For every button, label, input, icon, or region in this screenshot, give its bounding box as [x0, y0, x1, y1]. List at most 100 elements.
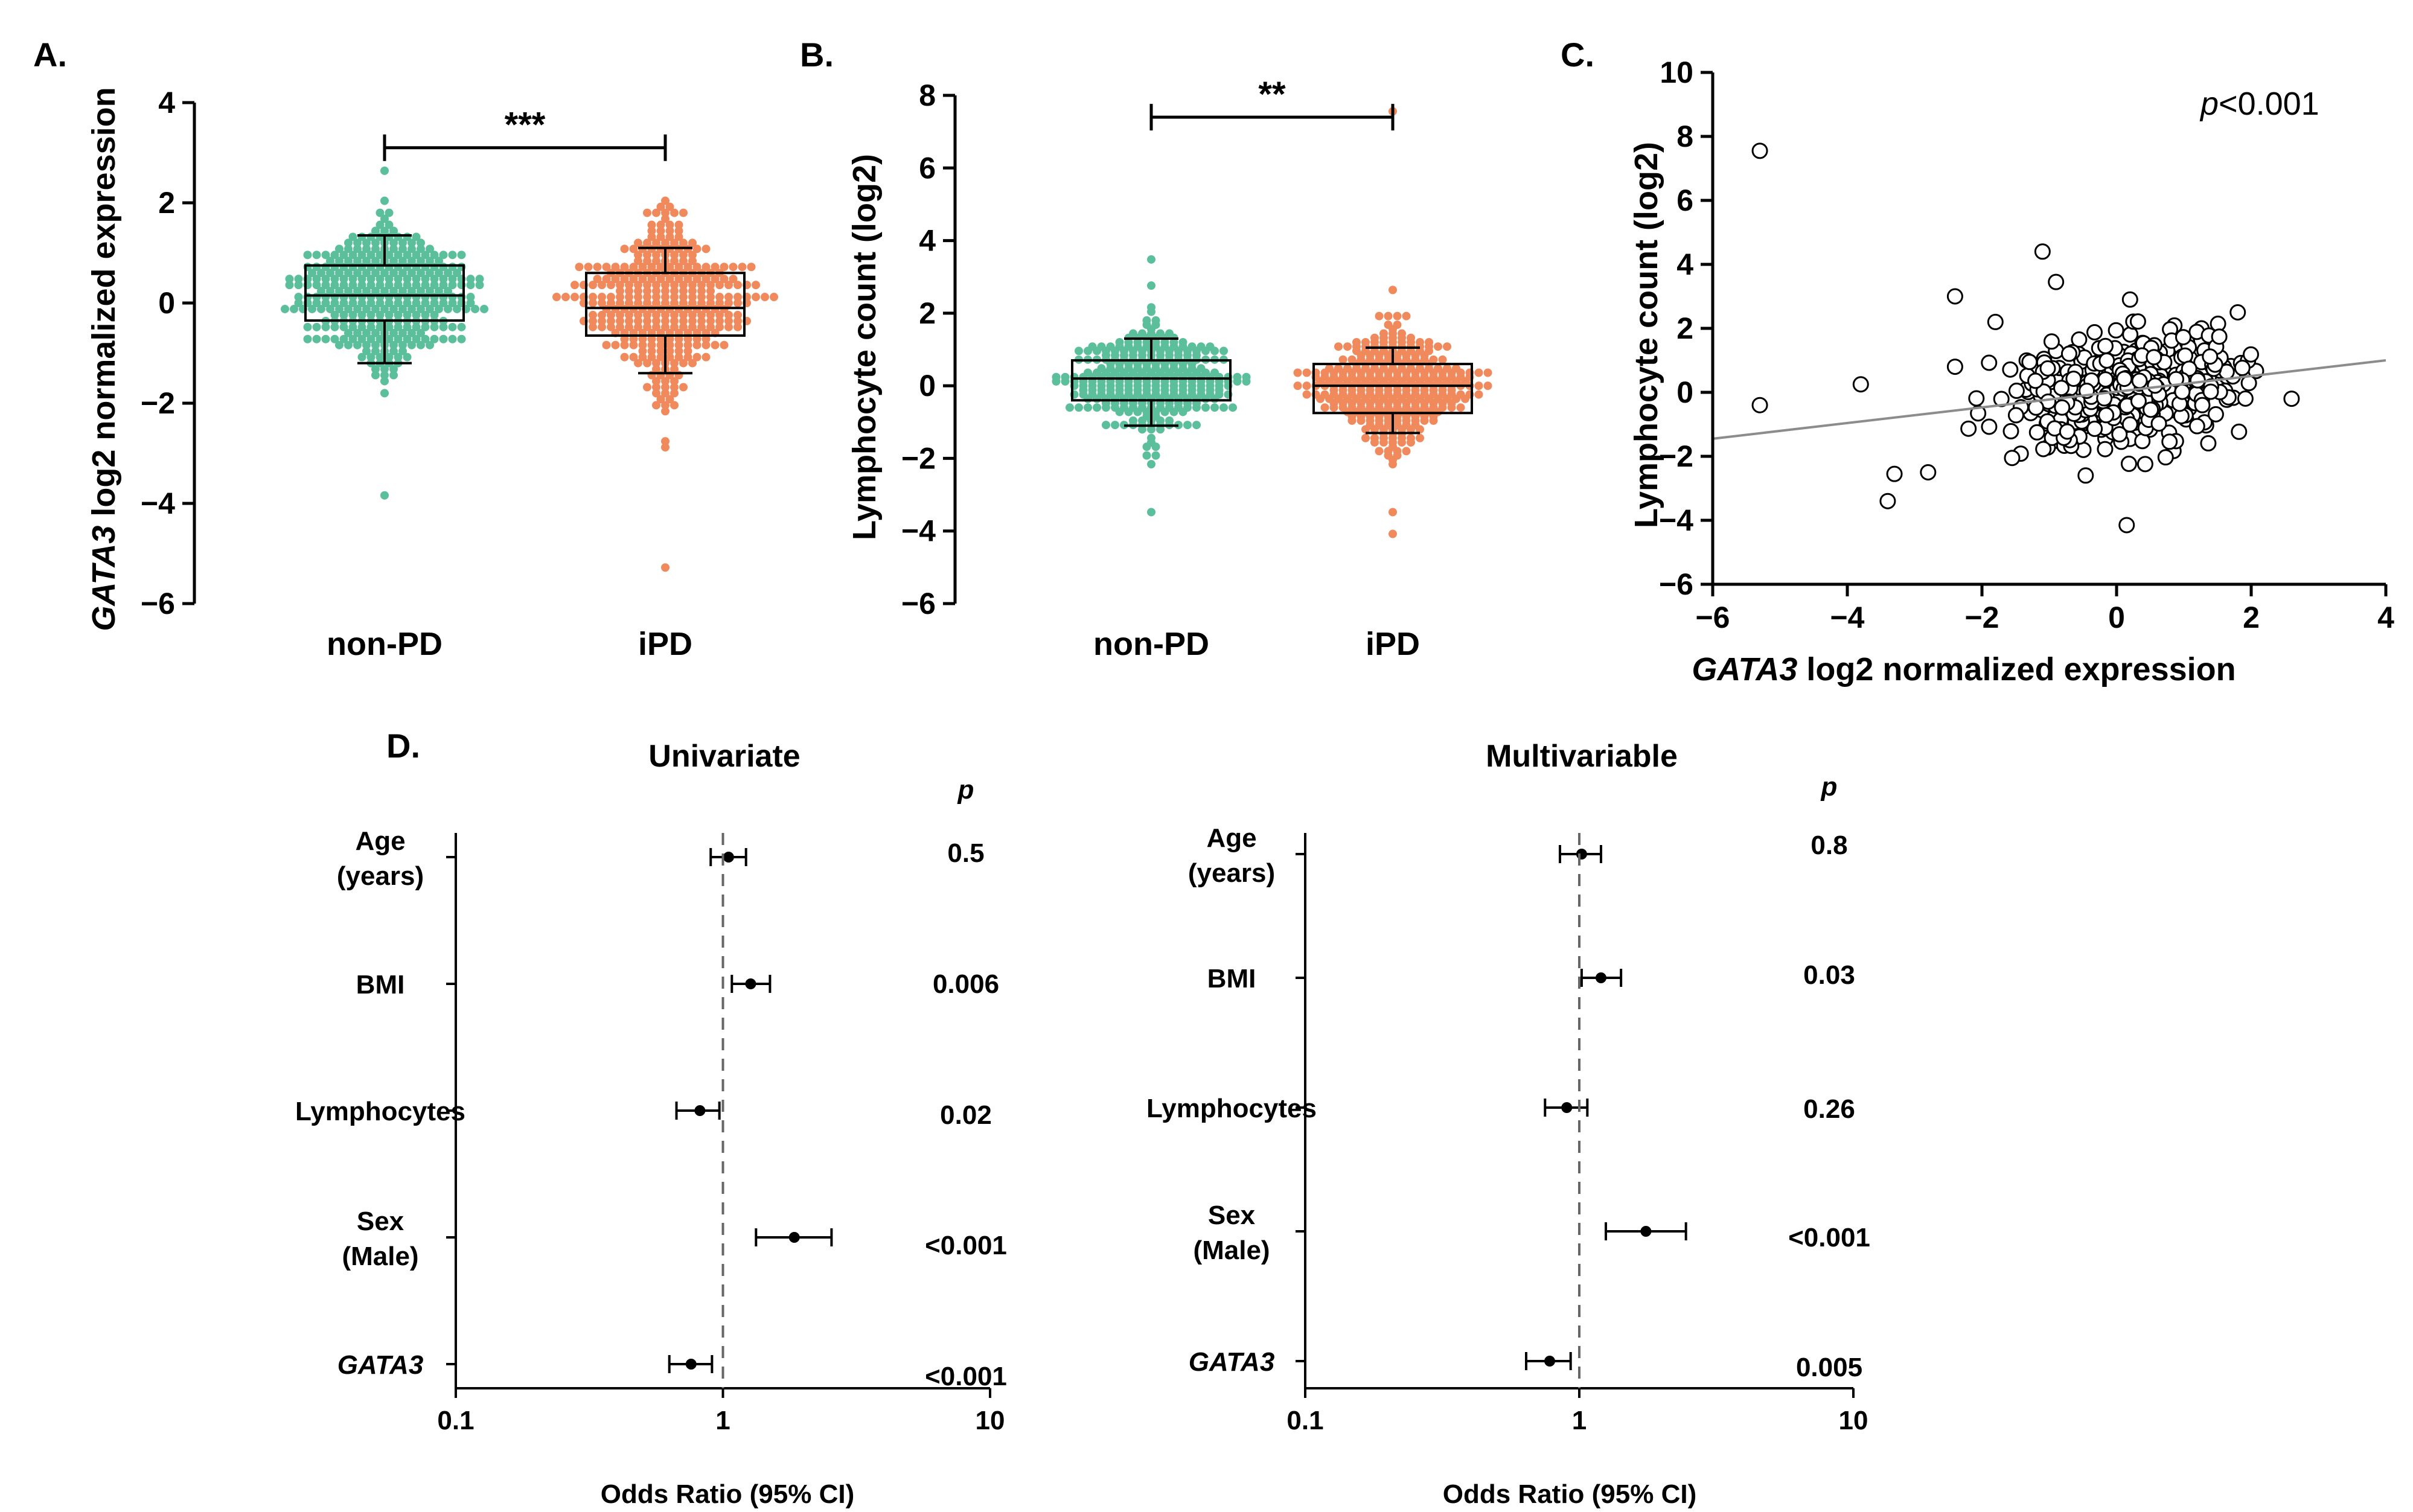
panel-b-swarm-point	[1206, 342, 1215, 351]
panel-a-swarm-point	[353, 238, 362, 247]
panel-b-swarm-point	[1420, 386, 1429, 395]
panel-a-swarm-point	[638, 346, 647, 356]
panel-b-swarm-point	[1370, 333, 1379, 342]
panel-a-swarm-point	[683, 263, 692, 272]
panel-a-swarm-point	[652, 359, 660, 368]
panel-b-swarm-point	[1434, 364, 1442, 373]
panel-c-point	[1852, 376, 1869, 393]
multivariable-p-value: 0.26	[1803, 1094, 1855, 1124]
multivariable-p-value: 0.005	[1796, 1353, 1862, 1382]
panel-a-swarm-point	[398, 244, 407, 254]
univariate-odds-ratio-point	[694, 1105, 706, 1116]
panel-a-swarm-point	[412, 299, 421, 307]
panel-b-swarm-point	[1361, 337, 1370, 346]
panel-a-swarm-point	[656, 346, 665, 356]
panel-a-swarm-point	[598, 316, 606, 325]
panel-b-swarm-point	[1142, 407, 1151, 416]
panel-a-swarm-point	[656, 263, 665, 272]
panel-a-swarm-point	[598, 299, 606, 307]
panel-a-swarm-point	[661, 310, 670, 319]
panel-c-point	[2242, 346, 2259, 363]
panel-a-swarm-point	[376, 220, 385, 229]
panel-a-swarm-point	[403, 281, 412, 290]
panel-a-swarm-point	[561, 293, 570, 302]
panel-a-swarm-point	[552, 293, 561, 302]
panel-b-swarm-point	[1293, 368, 1302, 377]
panel-a-swarm-point	[394, 334, 403, 343]
panel-c-point	[1946, 359, 1963, 375]
panel-c-point	[2059, 423, 2076, 440]
panel-a-swarm-point	[294, 275, 303, 284]
panel-a-swarm-point	[652, 208, 660, 217]
univariate-odds-ratio-point	[745, 978, 756, 989]
panel-a-swarm-point	[692, 334, 702, 343]
panel-a-swarm-point	[321, 281, 330, 290]
panel-a-swarm-point	[339, 275, 348, 284]
panel-a-swarm-point	[634, 293, 642, 302]
panel-a-swarm-point	[439, 275, 448, 284]
panel-a-swarm-point	[426, 269, 434, 278]
panel-a-swarm-point	[625, 322, 633, 331]
panel-a-swarm-point	[389, 238, 398, 247]
panel-c-point	[2098, 352, 2115, 369]
panel-a-swarm-point	[611, 340, 620, 349]
panel-a-swarm-point	[380, 287, 389, 296]
panel-a-swarm-point	[466, 281, 475, 290]
panel-a-swarm-point	[679, 250, 688, 260]
panel-b-swarm-point	[1160, 390, 1169, 399]
panel-a-swarm-point	[589, 299, 597, 307]
panel-a-swarm-point	[380, 226, 389, 235]
panel-b-swarm-point	[1111, 421, 1119, 430]
panel-a-swarm-point	[638, 352, 647, 362]
panel-c-x-tick-label: −2	[1964, 601, 1999, 634]
panel-a-swarm-point	[326, 304, 334, 313]
panel-a-swarm-point	[702, 340, 711, 349]
panel-a-swarm-point	[770, 293, 778, 302]
panel-b-swarm-point	[1474, 381, 1483, 391]
multivariable-x-tick-label: 0.1	[1286, 1406, 1323, 1435]
panel-c-point	[2121, 291, 2138, 308]
panel-a-swarm-point	[457, 250, 466, 260]
panel-a-swarm-point	[362, 269, 371, 278]
panel-a-swarm-point	[426, 340, 434, 349]
panel-a-swarm-point	[670, 322, 679, 331]
panel-b-swarm-point	[1151, 390, 1160, 399]
panel-c-point	[1970, 405, 1987, 422]
panel-b-swarm-point	[1366, 386, 1375, 395]
panel-b-swarm-point	[1334, 364, 1343, 373]
panel-a-swarm-point	[308, 304, 316, 313]
panel-a-swarm-point	[674, 220, 683, 229]
panel-a-swarm-point	[421, 275, 430, 284]
panel-a-swarm-point	[706, 322, 715, 331]
panel-b-swarm-point	[1156, 425, 1165, 434]
panel-a-swarm-point	[371, 257, 380, 266]
panel-a-swarm-point	[448, 275, 457, 284]
panel-c-point	[2098, 407, 2115, 424]
panel-a-swarm-point	[430, 299, 439, 307]
panel-a-swarm-point	[634, 238, 642, 247]
panel-b-swarm-point	[1393, 403, 1402, 412]
panel-a-swarm-point	[353, 244, 362, 254]
panel-a-swarm-point	[733, 299, 742, 307]
panel-a-swarm-point	[417, 340, 425, 349]
panel-a-swarm-point	[353, 269, 362, 278]
panel-b-swarm-point	[1302, 381, 1311, 391]
univariate-odds-ratio-point	[685, 1359, 697, 1370]
panel-a-swarm-point	[688, 359, 697, 368]
panel-c-point	[2175, 329, 2191, 346]
panel-c-point	[2231, 423, 2248, 440]
univariate-p-value: 0.006	[933, 969, 999, 999]
panel-a-swarm-point	[417, 238, 425, 247]
panel-b-swarm-point	[1147, 255, 1155, 264]
panel-b-swarm-point	[1379, 329, 1388, 338]
panel-a-swarm-point	[679, 287, 688, 296]
panel-a-swarm-point	[652, 316, 660, 325]
panel-a-swarm-point	[688, 257, 697, 266]
panel-b-swarm-point	[1438, 403, 1447, 412]
panel-a-swarm-point	[385, 352, 394, 362]
panel-a-swarm-point	[724, 322, 733, 331]
panel-a-swarm-point	[607, 299, 615, 307]
panel-a-swarm-point	[294, 281, 303, 290]
panel-a-swarm-point	[466, 293, 475, 302]
panel-a-y-tick-label: −2	[141, 386, 175, 420]
